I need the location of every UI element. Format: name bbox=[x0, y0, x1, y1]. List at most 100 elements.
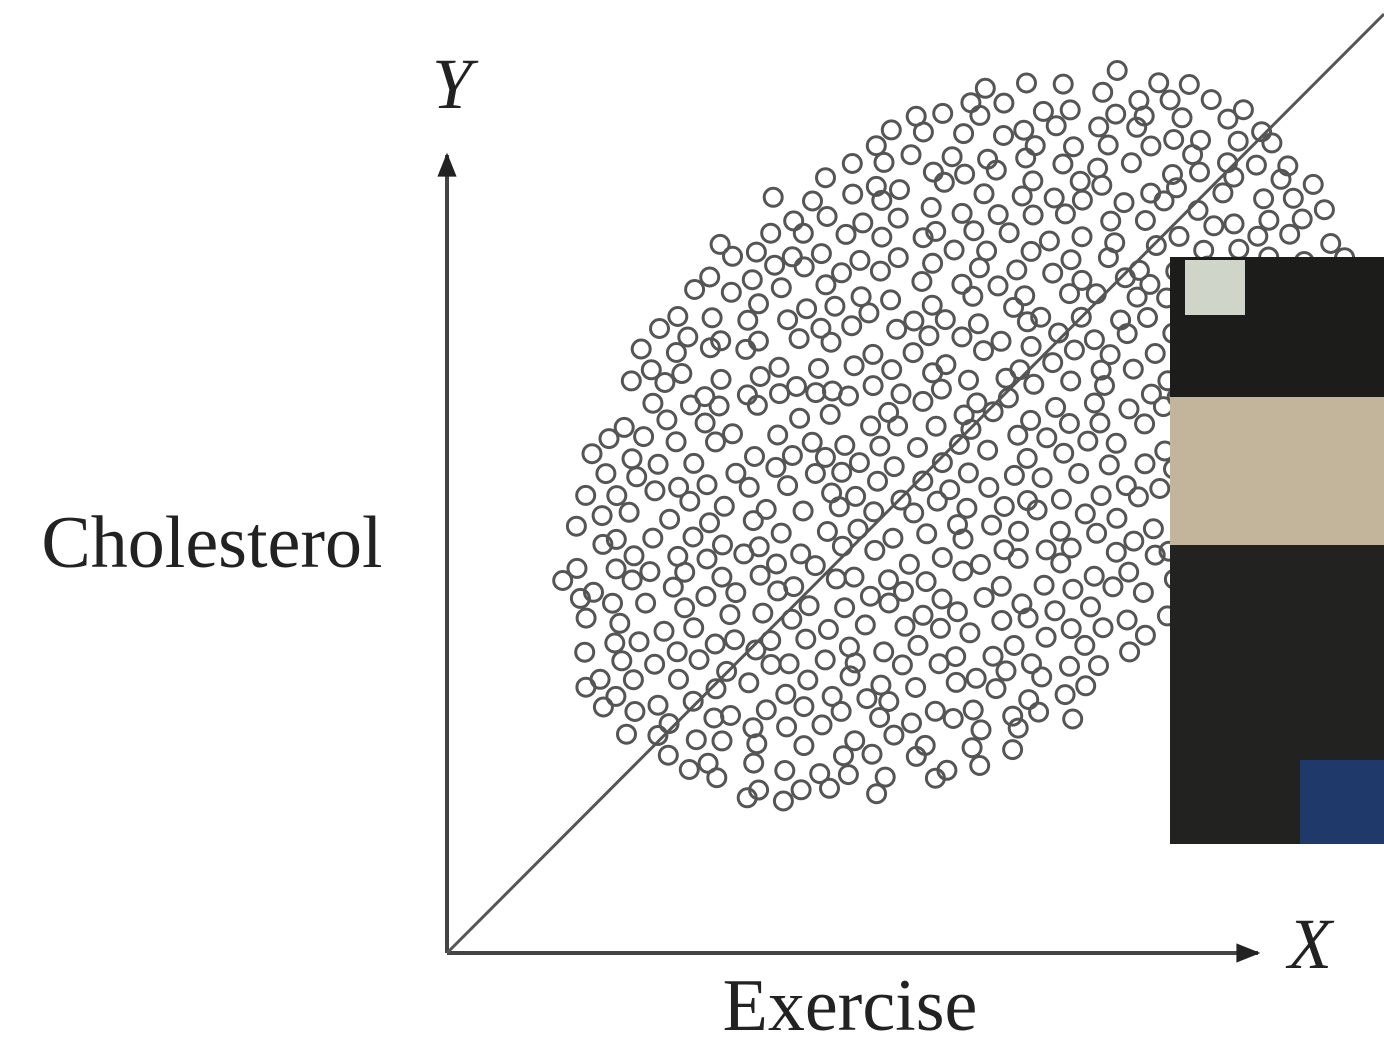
scatter-dot bbox=[914, 392, 932, 410]
scatter-dot bbox=[945, 241, 963, 259]
scatter-dot bbox=[889, 417, 907, 435]
scatter-dot bbox=[785, 212, 803, 230]
scatter-dot bbox=[917, 573, 935, 591]
scatter-dot bbox=[767, 458, 785, 476]
scatter-dot bbox=[661, 510, 679, 528]
scatter-dot bbox=[995, 127, 1013, 145]
scatter-dot bbox=[953, 275, 971, 293]
scatter-dot bbox=[1073, 271, 1091, 289]
scatter-dot bbox=[947, 648, 965, 666]
scatter-dot bbox=[914, 606, 932, 624]
scatter-dot bbox=[984, 647, 1002, 665]
scatter-dot bbox=[698, 476, 716, 494]
scatter-dot bbox=[1139, 309, 1157, 327]
scatter-dot bbox=[1065, 341, 1083, 359]
scatter-dot bbox=[655, 622, 673, 640]
scatter-dot bbox=[936, 311, 954, 329]
scatter-dot bbox=[1037, 541, 1055, 559]
scatter-dot bbox=[882, 121, 900, 139]
scatter-dot bbox=[722, 707, 740, 725]
scatter-dot bbox=[816, 651, 834, 669]
scatter-dot bbox=[1024, 206, 1042, 224]
photo-inset bbox=[1170, 257, 1384, 844]
scatter-dot bbox=[888, 320, 906, 338]
scatter-dot bbox=[1061, 657, 1079, 675]
scatter-dot bbox=[813, 716, 831, 734]
scatter-dot bbox=[1046, 602, 1064, 620]
scatter-dot bbox=[778, 718, 796, 736]
scatter-dot bbox=[710, 397, 728, 415]
scatter-dot bbox=[839, 766, 857, 784]
scatter-dot bbox=[903, 714, 921, 732]
scatter-dot bbox=[1120, 563, 1138, 581]
scatter-dot bbox=[1064, 580, 1082, 598]
scatter-dot bbox=[1045, 189, 1063, 207]
scatter-dot bbox=[1009, 426, 1027, 444]
scatter-dot bbox=[1018, 449, 1036, 467]
scatter-dot bbox=[644, 394, 662, 412]
scatter-dot bbox=[1077, 677, 1095, 695]
scatter-dot bbox=[1281, 225, 1299, 243]
scatter-dot bbox=[1037, 628, 1055, 646]
page: {"axes": {"y_symbol": "Y", "y_label": "C… bbox=[0, 0, 1384, 1045]
scatter-dot bbox=[983, 516, 1001, 534]
scatter-dot bbox=[1040, 232, 1058, 250]
scatter-dot bbox=[959, 464, 977, 482]
scatter-dot bbox=[937, 356, 955, 374]
scatter-dot bbox=[971, 556, 989, 574]
scatter-dot bbox=[1191, 163, 1209, 181]
scatter-dot bbox=[783, 248, 801, 266]
scatter-dot bbox=[976, 79, 994, 97]
scatter-dot bbox=[697, 588, 715, 606]
scatter-dot bbox=[869, 472, 887, 490]
scatter-dot bbox=[1018, 74, 1036, 92]
scatter-dot bbox=[779, 311, 797, 329]
scatter-dot bbox=[1136, 415, 1154, 433]
scatter-dot bbox=[943, 148, 961, 166]
scatter-dot bbox=[1263, 134, 1281, 152]
scatter-dot bbox=[1122, 154, 1140, 172]
scatter-dot bbox=[597, 465, 615, 483]
scatter-dot bbox=[1161, 91, 1179, 109]
scatter-dot bbox=[969, 315, 987, 333]
scatter-dot bbox=[685, 619, 703, 637]
scatter-dot bbox=[707, 433, 725, 451]
scatter-dot bbox=[1005, 298, 1023, 316]
scatter-dot bbox=[1009, 549, 1027, 567]
photo-window bbox=[1185, 260, 1245, 315]
scatter-dot bbox=[826, 297, 844, 315]
scatter-dot bbox=[1125, 532, 1143, 550]
scatter-dot bbox=[785, 578, 803, 596]
scatter-dot bbox=[1004, 741, 1022, 759]
scatter-dot bbox=[623, 571, 641, 589]
scatter-dot bbox=[817, 169, 835, 187]
scatter-dot bbox=[635, 428, 653, 446]
scatter-dot bbox=[918, 525, 936, 543]
scatter-dot bbox=[724, 425, 742, 443]
scatter-dot bbox=[833, 264, 851, 282]
scatter-dot bbox=[924, 163, 942, 181]
scatter-dot bbox=[1064, 710, 1082, 728]
scatter-dot bbox=[1062, 539, 1080, 557]
scatter-dot bbox=[913, 273, 931, 291]
scatter-dot bbox=[1090, 118, 1108, 136]
scatter-dot bbox=[1136, 455, 1154, 473]
scatter-dot bbox=[788, 378, 806, 396]
scatter-dot bbox=[1073, 228, 1091, 246]
scatter-dot bbox=[656, 374, 674, 392]
scatter-dot bbox=[659, 746, 677, 764]
scatter-dot bbox=[1094, 83, 1112, 101]
scatter-dot bbox=[611, 614, 629, 632]
scatter-dot bbox=[762, 656, 780, 674]
scatter-dot bbox=[798, 300, 816, 318]
scatter-dot bbox=[1249, 227, 1267, 245]
scatter-dot bbox=[975, 185, 993, 203]
scatter-dot bbox=[746, 448, 764, 466]
scatter-dot bbox=[883, 361, 901, 379]
scatter-dot bbox=[1085, 394, 1103, 412]
scatter-dot bbox=[902, 146, 920, 164]
scatter-dot bbox=[941, 481, 959, 499]
scatter-dot bbox=[1092, 487, 1110, 505]
scatter-dot bbox=[1030, 703, 1048, 721]
scatter-dot bbox=[772, 279, 790, 297]
